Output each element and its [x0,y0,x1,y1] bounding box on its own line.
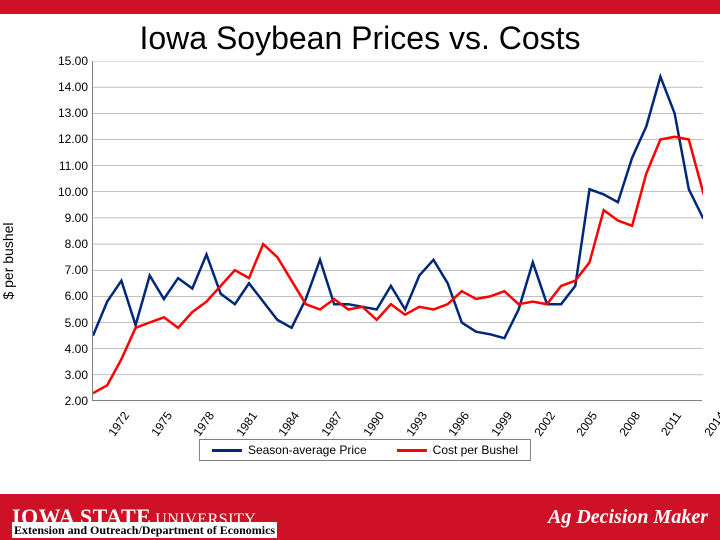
chart-svg [93,61,703,401]
x-tick-label: 2005 [574,409,601,439]
x-tick-label: 1975 [148,409,175,439]
y-tick-label: 2.00 [38,394,88,408]
y-tick-label: 6.00 [38,289,88,303]
y-tick-label: 3.00 [38,368,88,382]
x-tick-label: 2014 [701,409,720,439]
x-tick-label: 1981 [233,409,260,439]
x-tick-label: 1996 [446,409,473,439]
y-tick-label: 7.00 [38,263,88,277]
header-accent-bar [0,0,720,14]
ag-decision-maker: Ag Decision Maker [548,506,708,529]
y-tick-label: 13.00 [38,106,88,120]
y-tick-label: 4.00 [38,342,88,356]
y-tick-label: 5.00 [38,316,88,330]
legend-item-price: Season-average Price [212,443,367,457]
department-label: Extension and Outreach/Department of Eco… [12,522,277,538]
slide-title: Iowa Soybean Prices vs. Costs [0,20,720,57]
x-tick-label: 1990 [361,409,388,439]
x-tick-label: 2011 [658,409,684,438]
x-tick-label: 2008 [616,409,643,439]
chart-legend: Season-average Price Cost per Bushel [199,439,531,461]
footer-container: IOWA STATE UNIVERSITY Ag Decision Maker … [0,482,720,540]
legend-cost-label: Cost per Bushel [433,443,518,457]
x-tick-label: 1972 [105,409,132,439]
y-tick-label: 15.00 [38,54,88,68]
y-tick-label: 9.00 [38,211,88,225]
price-line [93,77,703,339]
price-swatch [212,449,242,452]
y-tick-label: 14.00 [38,80,88,94]
y-tick-label: 8.00 [38,237,88,251]
chart-container: $ per bushel 2.003.004.005.006.007.008.0… [20,61,710,461]
plot-area [92,61,702,401]
y-tick-label: 12.00 [38,132,88,146]
y-axis-label: $ per bushel [0,222,16,299]
x-tick-label: 1987 [318,409,345,439]
cost-line [93,137,703,393]
x-tick-label: 1984 [276,409,303,439]
y-tick-label: 10.00 [38,185,88,199]
legend-item-cost: Cost per Bushel [397,443,518,457]
y-axis-ticks: 2.003.004.005.006.007.008.009.0010.0011.… [38,61,88,401]
x-tick-label: 1993 [403,409,430,439]
cost-swatch [397,449,427,452]
y-tick-label: 11.00 [38,159,88,173]
x-tick-label: 2002 [531,409,558,439]
x-tick-label: 1999 [488,409,515,439]
x-tick-label: 1978 [190,409,217,439]
legend-price-label: Season-average Price [248,443,367,457]
